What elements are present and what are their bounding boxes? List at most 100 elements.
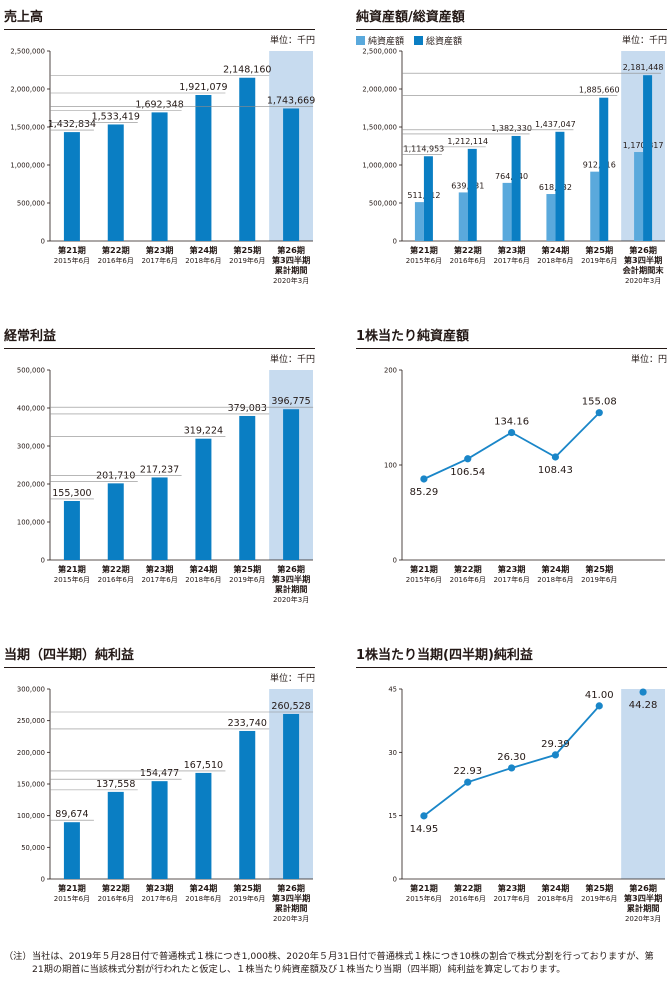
- y-tick-label: 500,000: [369, 200, 397, 208]
- x-tick-label: 第24期: [542, 883, 570, 893]
- x-tick-label: 第22期: [102, 245, 130, 255]
- y-tick-label: 0: [41, 557, 45, 565]
- bar-total-assets: [467, 148, 477, 241]
- x-tick-label: 第21期: [410, 883, 438, 893]
- bar: [283, 409, 300, 560]
- y-tick-label: 0: [41, 876, 45, 884]
- x-tick-label: 第25期: [585, 883, 613, 893]
- y-tick-label: 200,000: [17, 749, 45, 757]
- sales-chart: 0 500,000 1,000,000 1,500,000 2,000,000 2,500…: [10, 48, 315, 286]
- assets-chart: 0 500,000 1,000,000 1,500,000 2,000,000 2,500…: [362, 48, 665, 285]
- y-tick-label: 1,000,000: [362, 162, 397, 170]
- x-tick-label: 第24期: [190, 564, 218, 574]
- x-tick-label: 第26期: [629, 883, 657, 893]
- y-tick-label: 500,000: [17, 367, 45, 375]
- bar: [151, 112, 168, 241]
- data-label: 260,528: [271, 701, 310, 712]
- y-tick-label: 0: [393, 557, 397, 565]
- data-point: [595, 409, 603, 417]
- y-tick-label: 0: [393, 876, 397, 884]
- highlight-band: [621, 689, 665, 879]
- data-label: 319,224: [184, 426, 223, 437]
- x-tick-label: 2016年6月: [98, 894, 134, 903]
- data-label: 1,885,660: [579, 86, 620, 95]
- x-tick-label: 第23期: [146, 883, 174, 893]
- bar-net-assets: [502, 182, 512, 241]
- ordinary-chart: 0 100,000 200,000 300,000 400,000 500,000 第21期…: [17, 367, 314, 604]
- bar: [239, 415, 256, 560]
- x-tick-label: 2019年6月: [229, 894, 265, 903]
- title-rule: [356, 348, 667, 349]
- bar: [107, 124, 124, 241]
- x-tick-label: 第22期: [102, 564, 130, 574]
- data-label: 134.16: [494, 417, 529, 428]
- bar-total-assets: [555, 131, 565, 241]
- bar-total-assets: [423, 156, 433, 241]
- x-tick-label: 第26期: [277, 245, 305, 255]
- bar-total-assets: [599, 97, 609, 241]
- data-label: 26.30: [497, 752, 526, 763]
- x-tick-label: 第26期: [277, 564, 305, 574]
- y-tick-label: 0: [41, 238, 45, 246]
- x-tick-label: 第22期: [102, 883, 130, 893]
- bar: [63, 822, 80, 879]
- x-tick-label: 2018年6月: [185, 575, 221, 584]
- y-tick-label: 150,000: [17, 781, 45, 789]
- y-tick-label: 0: [393, 238, 397, 246]
- y-tick-label: 250,000: [17, 717, 45, 725]
- x-tick-label: 2019年6月: [581, 894, 617, 903]
- legend-swatch-dark: [414, 36, 424, 45]
- data-label: 1,921,079: [179, 82, 227, 93]
- bar: [63, 132, 80, 241]
- chart-title: 1株当たり純資産額: [356, 329, 470, 344]
- data-point: [464, 778, 472, 786]
- data-point: [595, 702, 603, 710]
- panel-ordinary: 経常利益 単位：千円 0 100,000 200,000 300,000 400,000…: [4, 325, 315, 625]
- data-label: 2,148,160: [223, 65, 271, 76]
- x-tick-label: 2020年3月: [273, 595, 309, 604]
- bar: [107, 483, 124, 560]
- x-tick-label: 2017年6月: [141, 894, 177, 903]
- x-tick-label: 2020年3月: [273, 276, 309, 285]
- x-tick-label: 2017年6月: [141, 256, 177, 265]
- title-rule: [356, 29, 667, 30]
- y-tick-label: 1,000,000: [10, 162, 45, 170]
- data-label: 29.39: [541, 739, 570, 750]
- x-tick-label: 第24期: [190, 883, 218, 893]
- x-tick-label: 第25期: [585, 564, 613, 574]
- y-tick-label: 1,500,000: [10, 124, 45, 132]
- x-tick-label: 2017年6月: [493, 894, 529, 903]
- x-tick-label: 2018年6月: [185, 256, 221, 265]
- x-tick-label: 第23期: [498, 883, 526, 893]
- x-tick-label: 2020年3月: [625, 276, 661, 285]
- netincome-chart: 0 50,000 100,000 150,000 200,000 250,000 300,0…: [17, 686, 314, 923]
- x-tick-label: 2016年6月: [450, 256, 486, 265]
- y-tick-label: 300,000: [17, 443, 45, 451]
- x-tick-label: 2017年6月: [141, 575, 177, 584]
- data-label: 396,775: [271, 396, 310, 407]
- data-label: 155,300: [52, 488, 91, 499]
- footnote-text: 当社は、2019年５月28日付で普通株式１株につき1,000株、2020年５月3…: [32, 951, 654, 975]
- data-label: 1,114,953: [404, 144, 445, 153]
- legend-item-total-assets: 総資産額: [414, 34, 462, 47]
- x-tick-label: 2019年6月: [229, 256, 265, 265]
- x-tick-label: 2016年6月: [98, 256, 134, 265]
- x-tick-label: 第24期: [542, 564, 570, 574]
- y-tick-label: 100: [384, 462, 397, 470]
- chart-title: 純資産額/総資産額: [356, 10, 465, 25]
- data-point: [507, 428, 516, 437]
- data-label: 1,692,348: [135, 99, 183, 110]
- x-tick-label: 2018年6月: [537, 575, 573, 584]
- legend-label: 純資産額: [368, 37, 405, 47]
- y-tick-label: 200: [384, 367, 397, 375]
- data-label: 22.93: [453, 766, 482, 777]
- title-rule: [4, 29, 315, 30]
- unit-label: 単位：千円: [621, 36, 667, 46]
- y-tick-label: 200,000: [17, 481, 45, 489]
- bar: [195, 94, 212, 241]
- y-tick-label: 500,000: [17, 200, 45, 208]
- bar: [195, 772, 212, 879]
- x-tick-label: 2015年6月: [406, 256, 442, 265]
- y-tick-label: 2,000,000: [10, 86, 45, 94]
